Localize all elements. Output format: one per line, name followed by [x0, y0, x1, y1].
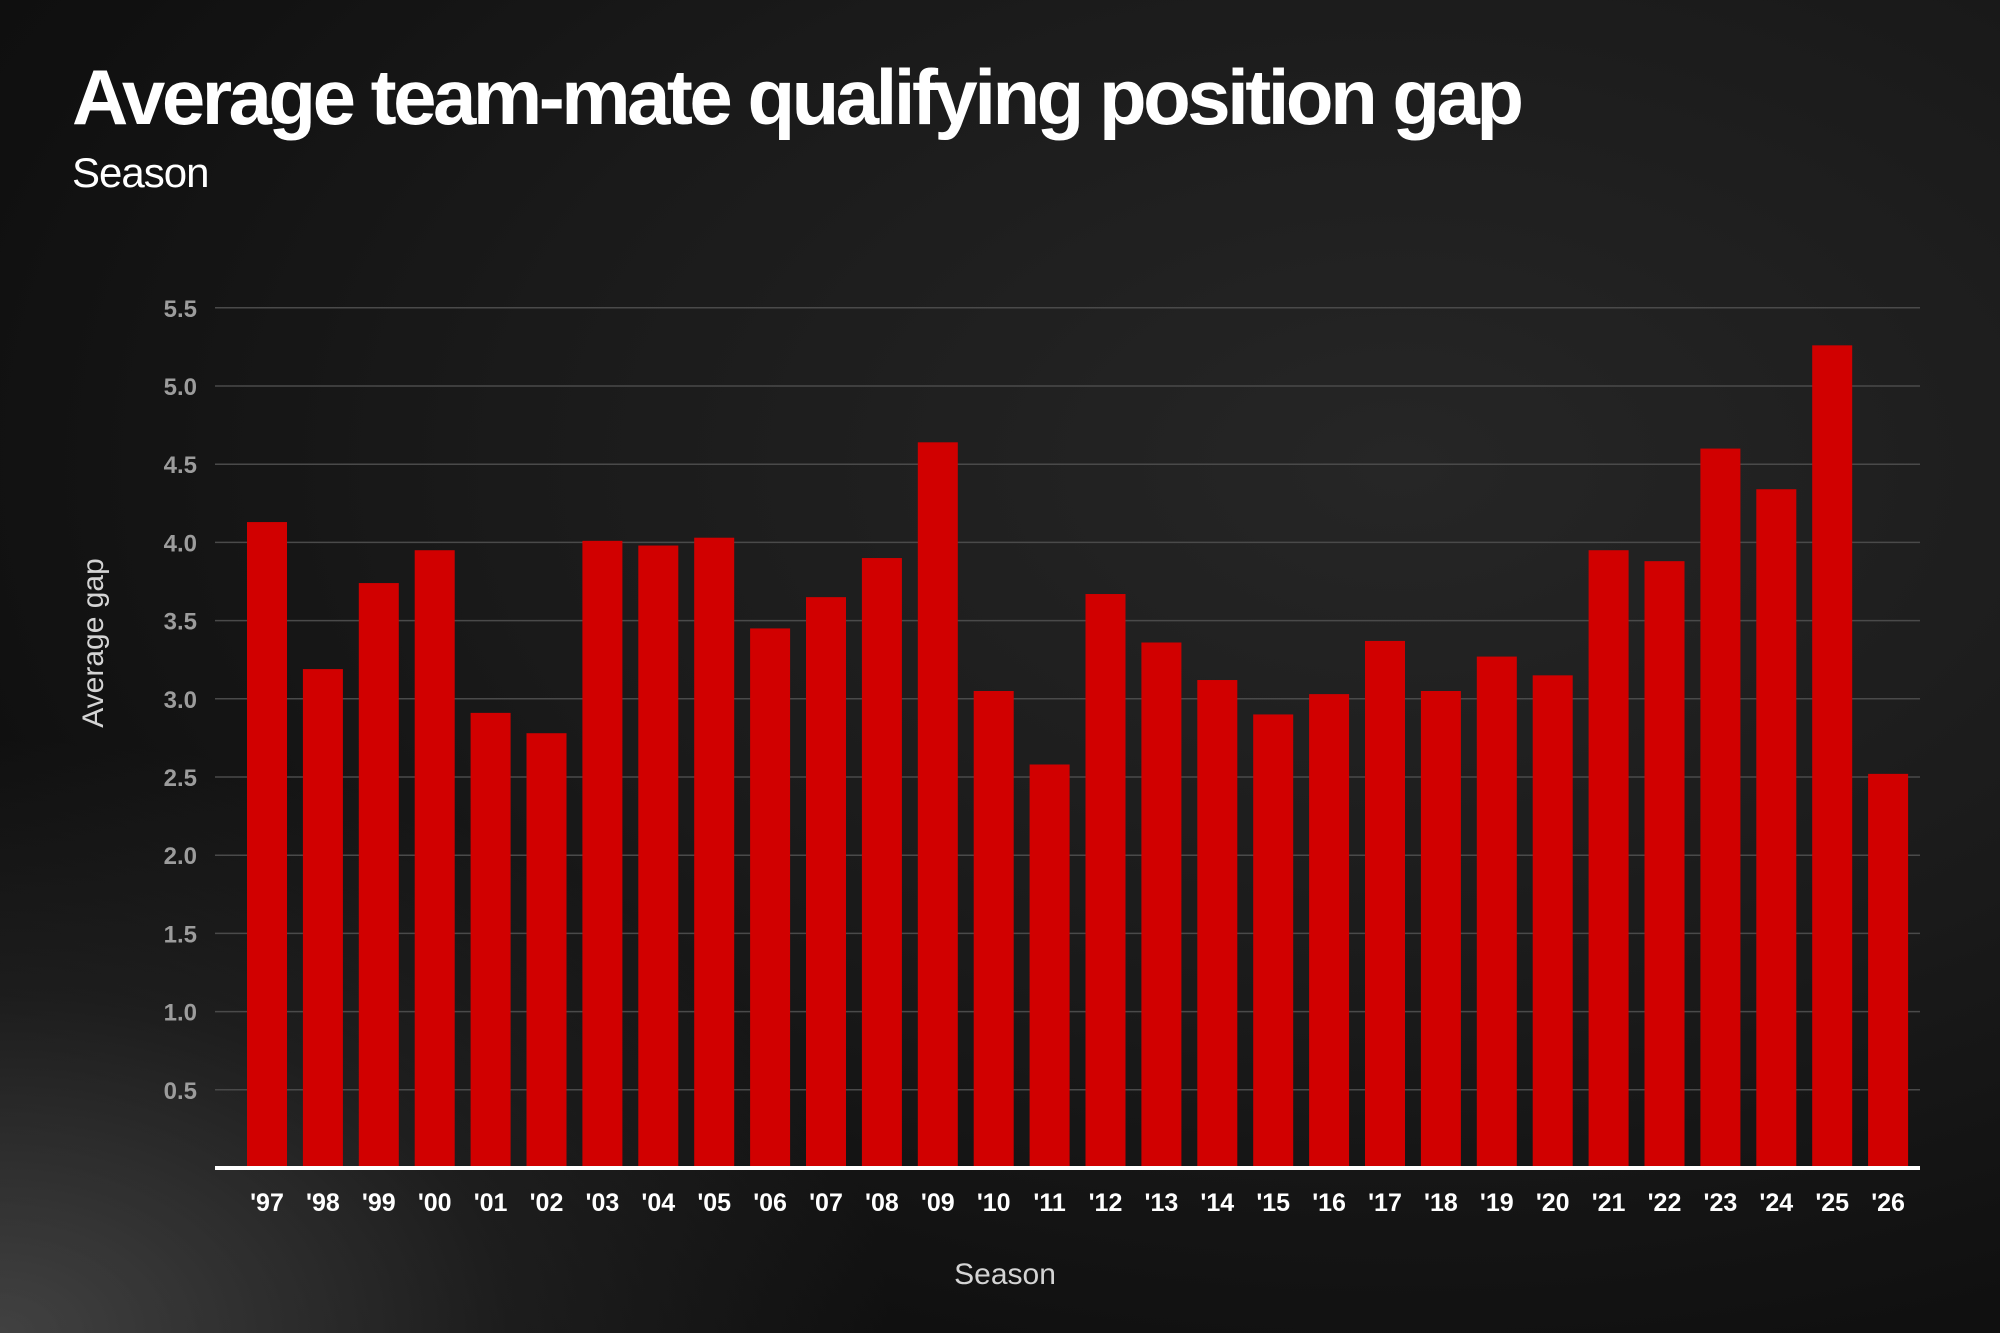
x-tick-label: '01	[474, 1189, 508, 1217]
y-axis-label: Average gap	[77, 558, 110, 728]
x-tick-label: '97	[250, 1189, 284, 1217]
bar	[470, 712, 511, 1168]
bar	[1644, 561, 1685, 1168]
bar	[1420, 690, 1461, 1168]
x-tick-label: '00	[418, 1189, 452, 1217]
x-tick-label: '14	[1200, 1189, 1234, 1217]
y-axis-ticks: 0.5 1.0 1.5 2.0 2.5 3.0 3.5 4.0 4.5 5.0 5.5	[164, 296, 197, 1105]
bar	[1141, 642, 1182, 1168]
x-tick-label: '04	[641, 1189, 675, 1217]
bar	[1365, 640, 1405, 1168]
bar	[1029, 764, 1070, 1168]
bar	[526, 733, 567, 1168]
bar	[917, 442, 958, 1169]
x-tick-label: '09	[921, 1189, 955, 1217]
x-tick-label: '03	[586, 1189, 620, 1217]
x-tick-label: '13	[1145, 1189, 1179, 1217]
y-tick-label: 2.5	[164, 765, 197, 792]
bar	[1309, 694, 1350, 1168]
y-tick-label: 4.5	[164, 452, 197, 479]
y-tick-label: 4.0	[164, 530, 197, 557]
bar	[1756, 489, 1797, 1168]
bar	[806, 597, 846, 1168]
x-tick-label: '17	[1368, 1189, 1402, 1217]
bars	[247, 345, 1909, 1169]
bar	[1812, 345, 1853, 1168]
bar	[1253, 714, 1294, 1168]
x-tick-label: '16	[1312, 1189, 1346, 1217]
bar	[1197, 680, 1238, 1168]
y-tick-label: 5.5	[164, 296, 197, 323]
chart-subtitle: Season	[72, 149, 209, 196]
y-tick-label: 3.0	[164, 687, 197, 714]
bar	[414, 550, 455, 1168]
x-tick-label: '22	[1648, 1189, 1682, 1217]
bar	[1588, 550, 1629, 1168]
bar	[358, 583, 399, 1168]
x-tick-label: '25	[1815, 1189, 1849, 1217]
bar	[1476, 656, 1517, 1168]
bar	[694, 537, 735, 1168]
bar	[1700, 448, 1741, 1168]
y-tick-label: 3.5	[164, 609, 197, 636]
y-tick-label: 0.5	[164, 1078, 197, 1105]
x-tick-label: '06	[753, 1189, 787, 1217]
bar	[973, 690, 1014, 1168]
y-tick-label: 2.0	[164, 843, 197, 870]
x-tick-label: '12	[1089, 1189, 1123, 1217]
bar	[638, 545, 679, 1168]
bar	[1532, 675, 1573, 1168]
x-tick-label: '08	[865, 1189, 899, 1217]
x-tick-label: '23	[1704, 1189, 1738, 1217]
chart-title: Average team-mate qualifying position ga…	[72, 53, 1524, 141]
x-tick-label: '11	[1033, 1189, 1065, 1217]
x-tick-label: '10	[977, 1189, 1011, 1217]
bar	[582, 540, 623, 1168]
x-tick-label: '98	[306, 1189, 340, 1217]
x-tick-label: '07	[809, 1189, 843, 1217]
bar	[247, 522, 287, 1168]
x-tick-label: '24	[1759, 1189, 1793, 1217]
x-tick-label: '15	[1256, 1189, 1290, 1217]
x-tick-label: '02	[530, 1189, 564, 1217]
bar	[302, 669, 343, 1168]
bar	[861, 558, 902, 1168]
x-tick-label: '26	[1871, 1189, 1905, 1217]
x-tick-label: '18	[1424, 1189, 1458, 1217]
x-tick-label: '21	[1592, 1189, 1626, 1217]
x-tick-label: '05	[697, 1189, 731, 1217]
x-axis-label: Season	[954, 1258, 1056, 1291]
bar	[1085, 594, 1126, 1168]
y-tick-label: 1.0	[164, 1000, 197, 1027]
x-tick-label: '20	[1536, 1189, 1570, 1217]
x-axis-ticks: '97 '98 '99 '00 '01 '02 '03 '04 '05 '06 '07 '08 '09 '…	[250, 1189, 1905, 1217]
y-tick-label: 5.0	[164, 374, 197, 401]
x-tick-label: '99	[362, 1189, 396, 1217]
y-tick-label: 1.5	[164, 921, 197, 948]
bar	[750, 628, 791, 1168]
x-tick-label: '19	[1480, 1189, 1514, 1217]
bar	[1868, 773, 1909, 1168]
